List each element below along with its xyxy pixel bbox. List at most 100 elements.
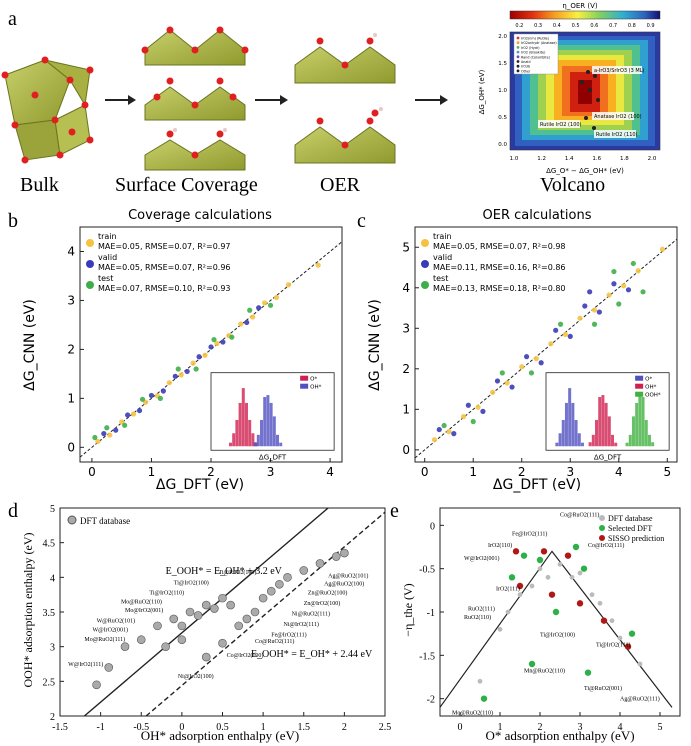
colorbar-tick: 0.5 <box>572 23 580 29</box>
data-point-train <box>533 356 539 362</box>
point-label: Co@RuO2(111) <box>560 512 599 519</box>
x-tick-label: 1.4 <box>565 156 574 162</box>
histogram-bar <box>248 419 252 447</box>
histogram-bar <box>244 402 248 447</box>
point-label: Ti@IrO2(100) <box>540 631 575 638</box>
data-point-test <box>157 395 163 401</box>
point-label: Ag@RuO2(100) <box>324 581 364 588</box>
y-tick-label: 5 <box>402 240 410 254</box>
data-point <box>161 642 170 651</box>
data-point <box>185 607 195 617</box>
histogram-bar <box>638 395 642 447</box>
x-tick-label: 0 <box>179 722 184 733</box>
colorbar-tick: 0.7 <box>609 23 617 29</box>
data-point-train <box>548 341 554 347</box>
x-tick-label: 1.5 <box>298 722 311 733</box>
histogram-bar <box>279 442 283 447</box>
point-label: Ti@RuO2(100) <box>218 569 256 576</box>
annotation: Rutile IrO2 (110) <box>596 132 638 138</box>
legend-name: valid <box>98 253 117 262</box>
data-point-train <box>659 246 666 252</box>
volcano-plot: η_OER (V) 0.2 0.3 0.4 0.5 0.6 0.7 0.8 0.9 IrO2(… <box>478 2 661 175</box>
oer-structures <box>294 33 396 164</box>
histogram-bar <box>631 416 635 447</box>
data-point <box>540 548 548 555</box>
y-tick-label: 2.5 <box>43 677 56 688</box>
equation-label: E_OOH* = E_OH* + 3.2 eV <box>166 566 283 577</box>
panel-c-chart: OER calculations 0 1 2 3 4 5012345trainMAE=0.… <box>367 208 678 493</box>
legend-stats: MAE=0.05, RMSE=0.07, R²=0.98 <box>433 242 566 251</box>
data-point-test <box>470 418 476 425</box>
histogram-bar <box>641 397 645 447</box>
data-point <box>564 552 572 559</box>
y-tick-label: -1.5 <box>419 651 435 662</box>
data-point-train <box>261 300 268 306</box>
point-label: Mo@RuO2(110) <box>121 599 162 606</box>
histogram-bar <box>561 419 565 447</box>
caption-oer: OER <box>320 174 360 196</box>
data-point-test <box>591 321 598 327</box>
data-point-valid <box>125 412 131 418</box>
data-point <box>529 583 535 589</box>
y-tick-label: 0 <box>67 440 75 454</box>
histogram-bar <box>625 442 629 447</box>
y-tick-label: 2 <box>50 712 55 723</box>
data-point-valid <box>465 402 471 408</box>
data-point-valid <box>220 339 226 345</box>
histogram-bar <box>571 402 575 447</box>
colorbar-tick: 0.8 <box>628 23 636 29</box>
x-tick-label: 1.0 <box>510 156 519 162</box>
data-point-train <box>285 282 292 288</box>
point-label: Ag@RuO2(111) <box>620 695 660 702</box>
legend-marker <box>516 36 520 40</box>
legend-stats: MAE=0.11, RMSE=0.16, R²=0.86 <box>433 263 566 272</box>
data-point-train <box>95 438 101 445</box>
legend-label: DFT database <box>80 516 130 526</box>
y-tick-label: 3 <box>402 321 410 335</box>
data-point-test <box>616 301 622 307</box>
legend-marker <box>421 281 429 289</box>
histogram-bar <box>651 442 655 447</box>
data-point-valid <box>494 378 501 384</box>
data-point <box>624 643 632 650</box>
x-axis-label: OH* adsorption enthalpy (eV) <box>141 728 300 743</box>
x-tick-label: 1 <box>469 465 477 479</box>
histogram-bar <box>260 419 264 447</box>
data-point <box>177 621 187 631</box>
point-label: W@IrO2(001) <box>464 555 500 562</box>
x-tick-label: 2.5 <box>379 722 392 733</box>
y-tick-label: 3.5 <box>43 608 56 619</box>
parity-line <box>414 238 678 459</box>
surface-coverage-structures <box>141 26 249 171</box>
colorbar-tick: 0.3 <box>534 23 542 29</box>
data-point-test <box>499 370 505 376</box>
x-tick-label: 5 <box>663 465 671 479</box>
legend-marker <box>67 515 77 525</box>
legend-stats: MAE=0.05, RMSE=0.07, R²=0.96 <box>98 263 231 272</box>
histogram-bar <box>269 402 273 447</box>
data-point-valid <box>523 354 530 360</box>
point-label: Ti@IrO2(100) <box>174 579 209 586</box>
point-label: Co@RuO2(111) <box>255 638 294 645</box>
data-point-valid <box>113 427 119 433</box>
y-tick-label: -1 <box>427 608 435 619</box>
data-point <box>299 566 309 575</box>
point-label: RuO2(111) <box>468 605 495 612</box>
colorbar-tick: 0.9 <box>647 23 655 29</box>
inset-legend-label: O* <box>310 377 317 383</box>
panel-label-a: a <box>8 8 17 30</box>
annotation: a-IrO3/SrIrO3 (3 ML) <box>594 68 644 74</box>
inset-legend-swatch <box>300 375 309 381</box>
data-point <box>516 582 524 590</box>
data-point-train <box>190 360 196 366</box>
y-tick-label: 2 <box>402 362 410 376</box>
data-point-train <box>202 352 208 358</box>
y-tick-label: 1.5 <box>498 61 507 67</box>
inset-legend-label: OOH* <box>645 393 661 399</box>
data-point-valid <box>196 354 202 360</box>
x-tick-label: 1.6 <box>592 156 601 162</box>
point-label: Ni@IrO2(111) <box>283 621 318 628</box>
colorbar-tick: 0.4 <box>553 23 561 29</box>
data-point-test <box>557 321 564 327</box>
y-tick-label: 5 <box>50 504 55 515</box>
